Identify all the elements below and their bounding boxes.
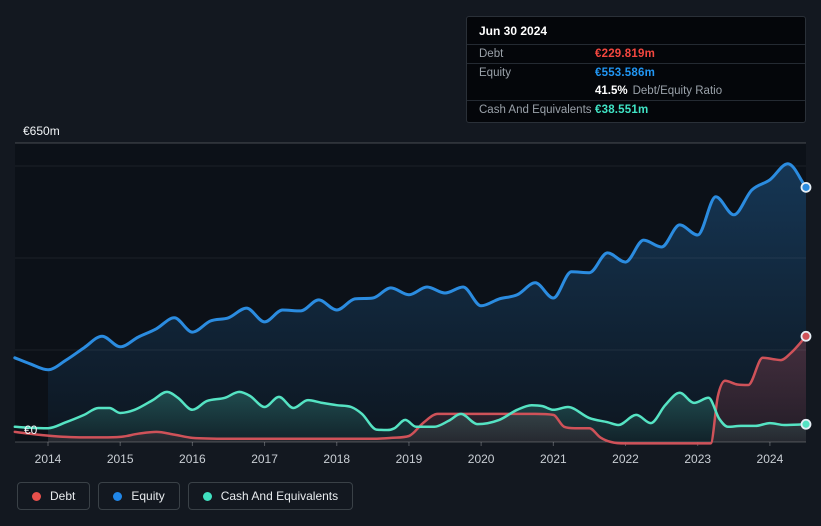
legend-equity-label: Equity bbox=[131, 489, 165, 503]
x-axis-label-2021: 2021 bbox=[540, 452, 567, 466]
x-axis-label-2015: 2015 bbox=[107, 452, 134, 466]
tooltip-row-equity: Equity €553.586m bbox=[467, 64, 805, 82]
tooltip-debt-value: €229.819m bbox=[595, 48, 655, 60]
debt-line bbox=[13, 335, 808, 445]
chart-legend: Debt Equity Cash And Equivalents bbox=[17, 482, 354, 510]
debt-series-dot-icon bbox=[32, 491, 41, 501]
legend-debt-label: Debt bbox=[50, 489, 76, 503]
tooltip-equity-label: Equity bbox=[479, 67, 511, 79]
tooltip-row-ratio: 41.5% Debt/Equity Ratio bbox=[467, 82, 805, 101]
tooltip-equity-value: €553.586m bbox=[595, 67, 655, 79]
tooltip-ratio-label: Debt/Equity Ratio bbox=[632, 85, 723, 97]
x-axis-label-2014: 2014 bbox=[35, 452, 62, 466]
legend-item-cash[interactable]: Cash And Equivalents bbox=[187, 482, 354, 510]
x-axis-label-2023: 2023 bbox=[684, 452, 711, 466]
x-axis-label-2022: 2022 bbox=[612, 452, 639, 466]
tooltip-ratio-percent: 41.5% bbox=[595, 85, 628, 97]
equity-end-marker bbox=[800, 181, 812, 193]
x-axis-label-2016: 2016 bbox=[179, 452, 206, 466]
x-axis-label-2024: 2024 bbox=[757, 452, 784, 466]
tooltip-row-cash: Cash And Equivalents €38.551m bbox=[467, 101, 805, 122]
tooltip-cash-value: €38.551m bbox=[595, 104, 649, 116]
x-axis-label-2018: 2018 bbox=[323, 452, 350, 466]
tooltip-row-debt: Debt €229.819m bbox=[467, 45, 805, 64]
tooltip-date: Jun 30 2024 bbox=[467, 17, 805, 45]
cash-series-dot-icon bbox=[202, 491, 212, 501]
x-axis-label-2020: 2020 bbox=[468, 452, 495, 466]
hover-tooltip: Jun 30 2024 Debt €229.819m Equity €553.5… bbox=[466, 16, 806, 123]
equity-line bbox=[13, 162, 808, 372]
tooltip-cash-label: Cash And Equivalents bbox=[479, 104, 592, 116]
x-axis-label-2019: 2019 bbox=[396, 452, 423, 466]
y-axis-zero-label: €0 bbox=[24, 423, 38, 437]
y-axis-max-label: €650m bbox=[23, 124, 60, 138]
legend-cash-label: Cash And Equivalents bbox=[220, 489, 339, 503]
equity-area bbox=[48, 163, 806, 442]
legend-item-equity[interactable]: Equity bbox=[98, 482, 180, 510]
x-axis-label-2017: 2017 bbox=[251, 452, 278, 466]
debt-end-marker bbox=[800, 330, 812, 342]
equity-series-dot-icon bbox=[113, 491, 123, 501]
cash-and-equivalents-line bbox=[13, 390, 808, 432]
tooltip-debt-label: Debt bbox=[479, 48, 504, 60]
tooltip-ratio: 41.5% Debt/Equity Ratio bbox=[595, 85, 722, 97]
cash-and-equivalents-end-marker bbox=[800, 418, 812, 430]
legend-item-debt[interactable]: Debt bbox=[17, 482, 91, 510]
cash-and-equivalents-area bbox=[48, 391, 806, 442]
